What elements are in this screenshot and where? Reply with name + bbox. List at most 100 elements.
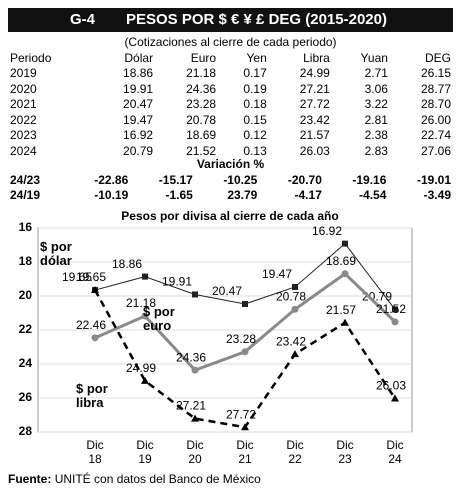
y-tick-label: 16: [19, 220, 33, 234]
marker: [291, 350, 299, 358]
cell: -19.16: [352, 172, 387, 187]
cell: 23.28: [186, 97, 217, 112]
cell: 18.69: [186, 128, 217, 143]
y-tick-label: 22: [19, 322, 33, 336]
x-tick-label: Dic 22: [286, 438, 304, 466]
cell: -4.17: [294, 188, 322, 203]
data-label: 19.65: [62, 270, 92, 284]
cell: -3.49: [423, 188, 451, 203]
column-header: Dólar: [124, 50, 154, 65]
column-header: Yuan: [360, 50, 388, 65]
marker: [392, 306, 398, 313]
cell: -15.17: [158, 172, 193, 187]
y-tick-label: 20: [19, 288, 33, 302]
header: G-4 PESOS POR $ € ¥ £ DEG (2015-2020): [8, 8, 453, 32]
cell: -10.25: [223, 172, 258, 187]
cell: 3.06: [364, 81, 388, 96]
data-label: 21.18: [126, 296, 156, 310]
cell: 27.21: [299, 81, 330, 96]
data-label: 20.47: [212, 284, 242, 298]
cell: -20.70: [287, 172, 322, 187]
cell: 3.22: [364, 97, 388, 112]
y-tick-label: 28: [19, 424, 33, 438]
marker: [192, 291, 198, 298]
cell: 20.79: [123, 143, 154, 158]
data-label: 24.36: [176, 350, 206, 364]
marker: [342, 240, 348, 247]
cell: 0.17: [243, 66, 267, 81]
cell: -10.19: [94, 188, 129, 203]
data-label: 23.28: [226, 332, 256, 346]
cell: 0.15: [243, 112, 267, 127]
legend-label: $ por libra: [76, 381, 108, 410]
table-row: 2019 18.86 21.18 0.17 24.99 2.71 26.15: [8, 66, 453, 82]
cell: 21.18: [186, 66, 217, 81]
data-label: 22.46: [76, 318, 106, 332]
column-header: Yen: [246, 50, 267, 65]
x-tick-label: Dic 19: [136, 438, 154, 466]
cell: -1.65: [165, 188, 193, 203]
cell: 26.03: [299, 143, 330, 158]
cell: 0.19: [243, 81, 267, 96]
source-label: Fuente:: [8, 472, 52, 486]
marker: [341, 318, 349, 326]
data-label: 20.79: [362, 290, 392, 304]
data-label: 18.86: [112, 257, 142, 271]
column-header: Libra: [303, 50, 330, 65]
cell: 24.36: [186, 81, 217, 96]
data-label: 21.57: [326, 303, 356, 317]
data-label: 24.99: [126, 361, 156, 375]
legend-label: $ por euro: [143, 304, 175, 333]
cell: 2024: [10, 143, 37, 158]
table: Periodo Dólar Euro Yen Libra Yuan DEG 2019 18.86…: [8, 50, 453, 159]
y-tick-label: 24: [19, 356, 33, 370]
cell: 26.00: [420, 112, 451, 127]
cell: 19.91: [123, 81, 154, 96]
cell: 28.77: [420, 81, 451, 96]
data-label: 23.42: [276, 334, 306, 348]
chart-title: Pesos por divisa al cierre de cada año: [121, 209, 338, 223]
column-header: Euro: [190, 50, 217, 65]
variation-row: 24/23 -22.86 -15.17 -10.25 -20.70 -19.16 -19.0…: [8, 172, 453, 188]
cell: 0.13: [243, 143, 267, 158]
cell: 24.99: [299, 66, 330, 81]
cell: 20.78: [186, 112, 217, 127]
series-line: [94, 271, 397, 372]
data-label: 27.72: [226, 407, 256, 421]
cell: 22.74: [420, 128, 451, 143]
marker: [391, 394, 399, 402]
cell: 27.06: [420, 143, 451, 158]
title: PESOS POR $ € ¥ £ DEG (2015-2020): [126, 11, 387, 28]
variation-row: 24/19 -10.19 -1.65 23.79 -4.17 -4.54 -3.49: [8, 188, 453, 204]
cell: 20.47: [123, 97, 154, 112]
marker: [291, 305, 299, 313]
cell: 2.81: [364, 112, 388, 127]
marker: [391, 318, 399, 326]
cell: 0.12: [243, 128, 267, 143]
table-row: 2020 19.91 24.36 0.19 27.21 3.06 28.77: [8, 81, 453, 97]
cell: 2020: [10, 81, 37, 96]
column-header: DEG: [424, 50, 451, 65]
cell: 21.57: [299, 128, 330, 143]
variation-table: 24/23 -22.86 -15.17 -10.25 -20.70 -19.16 -19.0…: [8, 172, 453, 203]
table-row: 2022 19.47 20.78 0.15 23.42 2.81 26.00: [8, 112, 453, 128]
cell: -19.01: [416, 172, 451, 187]
marker: [341, 270, 349, 278]
cell: 24/23: [10, 172, 41, 187]
table-row: 2023 16.92 18.69 0.12 21.57 2.38 22.74: [8, 128, 453, 144]
x-tick-label: Dic 24: [386, 438, 404, 466]
x-tick-label: Dic 20: [186, 438, 204, 466]
cell: 2.83: [364, 143, 388, 158]
code: G-4: [70, 11, 96, 28]
data-label: 20.78: [276, 289, 306, 303]
data-label: 26.03: [376, 379, 406, 393]
source: Fuente: UNITÉ con datos del Banco de Méx…: [8, 472, 261, 486]
cell: 27.72: [299, 97, 330, 112]
cell: 2019: [10, 66, 37, 81]
subtitle: (Cotizaciones al cierre de cada periodo): [124, 35, 337, 49]
cell: 2021: [10, 97, 37, 112]
marker: [141, 376, 149, 384]
data-label: 19.65: [76, 270, 106, 284]
source-text: UNITÉ con datos del Banco de México: [54, 472, 261, 486]
